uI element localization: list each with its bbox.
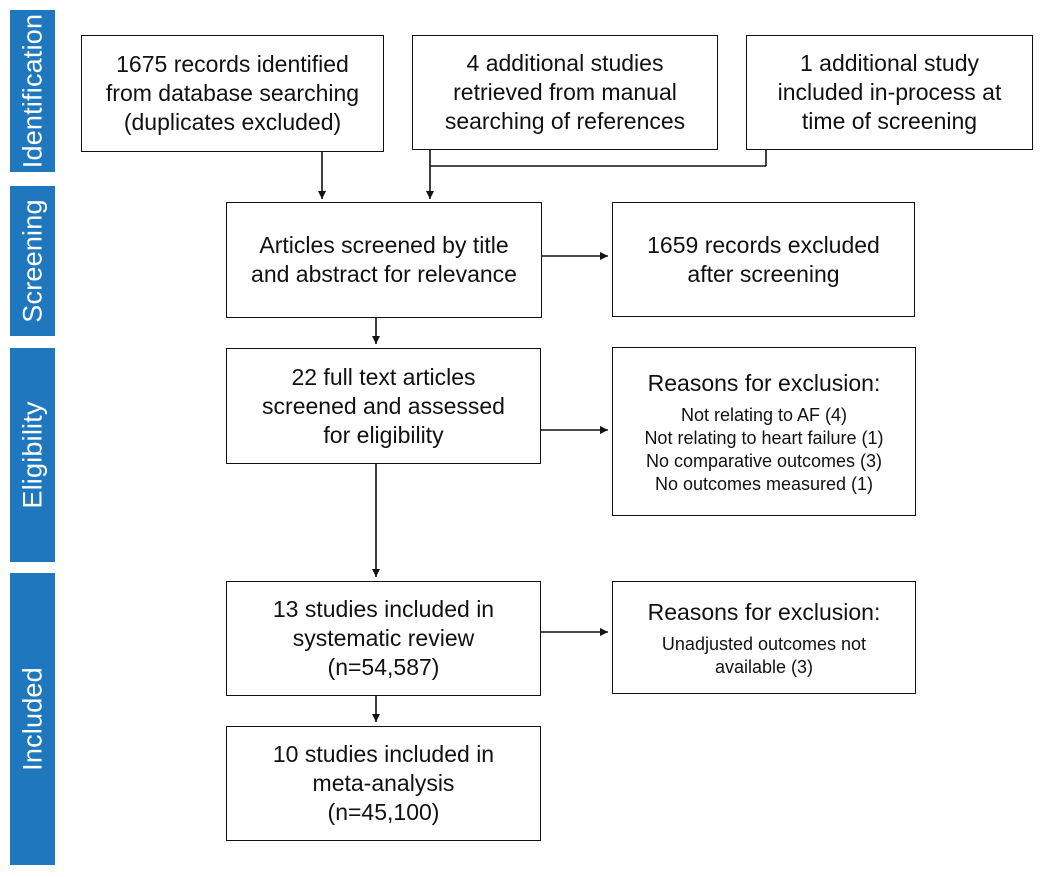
box-excluded-line-1: 1659 records excluded	[647, 231, 880, 258]
box-screened-line-2: and abstract for relevance	[251, 261, 517, 287]
box-full-text-line-2: screened and assessed	[262, 392, 505, 419]
stage-tab-included: Included	[10, 573, 55, 865]
box-manual-line-2: retrieved from manual	[453, 79, 677, 105]
box-database-line-2: from database searching	[105, 80, 360, 106]
exclusion-reasons-2-heading: Reasons for exclusion:	[647, 598, 881, 625]
box-manual-line-1: 4 additional studies	[466, 50, 664, 76]
stage-tab-eligibility: Eligibility	[10, 348, 55, 562]
box-records-excluded: 1659 records excluded after screening	[612, 202, 915, 317]
box-manual-line-3: searching of references	[444, 108, 686, 134]
box-in-process-study: 1 additional study included in-process a…	[746, 35, 1033, 150]
exclusion-reason-item: No outcomes measured (1)	[654, 473, 874, 494]
exclusion-reason-item: Not relating to AF (4)	[680, 404, 848, 425]
stage-tab-identification: Identification	[10, 10, 55, 172]
box-database-records: 1675 records identified from database se…	[81, 35, 384, 152]
exclusion-reasons-1-heading: Reasons for exclusion:	[647, 369, 881, 396]
box-meta-analysis: 10 studies included in meta-analysis (n=…	[226, 726, 541, 841]
box-excluded-line-2: after screening	[687, 260, 840, 287]
box-manual-search: 4 additional studies retrieved from manu…	[412, 35, 718, 150]
stage-tab-screening: Screening	[10, 186, 55, 336]
box-database-line-3: (duplicates excluded)	[123, 109, 342, 135]
box-in-process-line-1: 1 additional study	[799, 50, 979, 76]
box-meta-line-1: 10 studies included in	[272, 741, 495, 767]
box-full-text-line-3: for eligibility	[323, 421, 444, 448]
box-in-process-line-2: included in-process at	[777, 79, 1002, 105]
box-exclusion-reasons-1: Reasons for exclusion: Not relating to A…	[612, 347, 916, 516]
box-meta-line-2: meta-analysis	[312, 770, 455, 796]
box-full-text-articles: 22 full text articles screened and asses…	[226, 348, 541, 464]
box-review-line-3: (n=54,587)	[327, 654, 440, 680]
box-articles-screened: Articles screened by title and abstract …	[226, 202, 542, 318]
box-review-line-2: systematic review	[292, 625, 475, 651]
box-review-line-1: 13 studies included in	[272, 596, 495, 622]
box-exclusion-reasons-2: Reasons for exclusion: Unadjusted outcom…	[612, 581, 916, 694]
box-meta-line-3: (n=45,100)	[327, 799, 440, 825]
box-systematic-review: 13 studies included in systematic review…	[226, 581, 541, 696]
exclusion-reason-item: Unadjusted outcomes not	[661, 633, 867, 654]
box-in-process-line-3: time of screening	[801, 108, 978, 134]
exclusion-reason-item: Not relating to heart failure (1)	[644, 427, 884, 448]
box-full-text-line-1: 22 full text articles	[291, 363, 476, 390]
exclusion-reason-item: available (3)	[714, 656, 814, 677]
box-screened-line-1: Articles screened by title	[259, 232, 509, 258]
exclusion-reason-item: No comparative outcomes (3)	[645, 450, 883, 471]
box-database-line-1: 1675 records identified	[116, 51, 349, 77]
